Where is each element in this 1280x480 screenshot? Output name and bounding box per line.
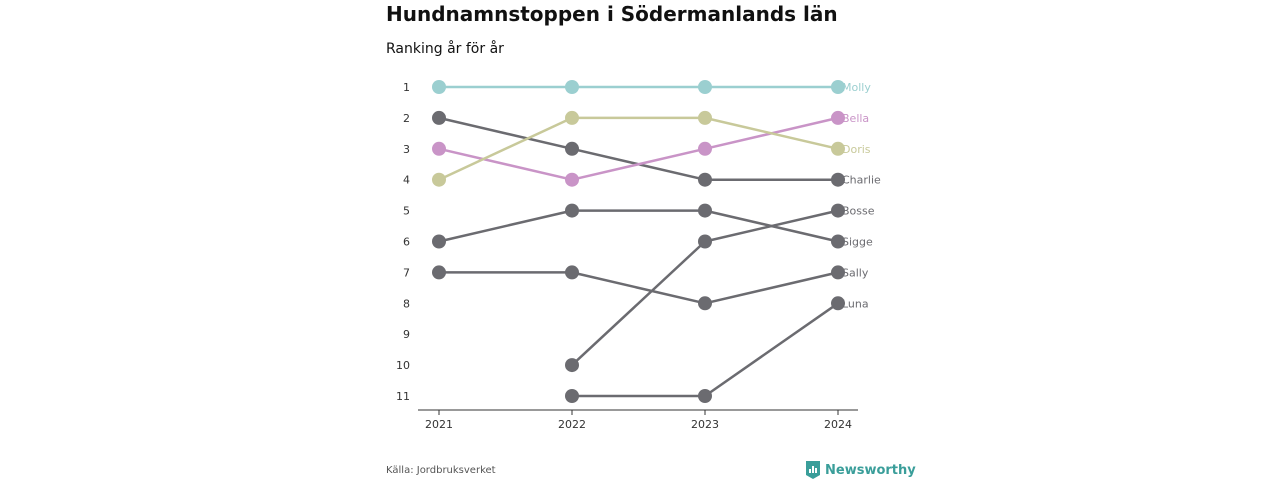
x-tick-label: 2024 — [824, 418, 852, 431]
point-bosse — [565, 358, 579, 373]
label-charlie: Charlie — [842, 174, 881, 187]
chart-title: Hundnamnstoppen i Södermanlands län — [386, 2, 838, 26]
point-doris — [565, 110, 579, 125]
source-note: Källa: Jordbruksverket — [386, 465, 496, 476]
point-bella — [432, 141, 446, 156]
x-tick-label: 2023 — [691, 418, 719, 431]
series-lines — [438, 85, 839, 398]
line-doris — [438, 116, 839, 181]
y-tick-label: 6 — [403, 236, 410, 249]
label-bella: Bella — [842, 112, 869, 125]
point-charlie — [831, 172, 845, 187]
x-tick-label: 2022 — [558, 418, 586, 431]
line-sally — [439, 271, 839, 305]
point-molly — [565, 80, 579, 94]
point-luna — [565, 389, 579, 403]
line-luna — [572, 302, 839, 398]
point-molly — [831, 80, 845, 94]
line-charlie — [438, 116, 838, 181]
x-axis: 2021 2022 2023 2024 — [418, 409, 858, 431]
point-bella — [565, 172, 579, 187]
point-charlie — [698, 172, 712, 187]
label-luna: Luna — [842, 297, 869, 310]
point-sigge — [831, 234, 845, 249]
y-tick-label: 8 — [403, 297, 410, 310]
point-bosse — [831, 203, 845, 218]
y-tick-label: 2 — [403, 112, 410, 125]
y-tick-label: 10 — [396, 359, 410, 372]
y-tick-label: 3 — [403, 143, 410, 156]
point-doris — [698, 110, 712, 125]
point-charlie — [432, 110, 446, 125]
point-sally — [565, 265, 579, 280]
y-tick-label: 1 — [403, 81, 410, 94]
label-bosse: Bosse — [842, 205, 875, 218]
point-sally — [831, 265, 845, 280]
point-molly — [432, 80, 446, 94]
point-bella — [698, 141, 712, 156]
label-molly: Molly — [842, 81, 871, 94]
newsworthy-logo-icon — [806, 461, 820, 479]
point-sigge — [698, 203, 712, 218]
point-charlie — [565, 141, 579, 156]
series-labels: Charlie Bosse Sigge Sally Luna Molly Bella Dori… — [842, 81, 881, 310]
label-sally: Sally — [842, 266, 869, 279]
series-points — [432, 80, 845, 403]
y-tick-label: 9 — [403, 328, 410, 341]
y-tick-label: 7 — [403, 266, 410, 279]
point-sally — [698, 296, 712, 311]
y-tick-label: 4 — [403, 174, 410, 187]
line-bella — [438, 116, 839, 181]
line-sigge — [438, 209, 839, 243]
brand-name: Newsworthy — [825, 462, 916, 478]
y-tick-label: 5 — [403, 205, 410, 218]
point-sigge — [432, 234, 446, 249]
y-axis: 1 2 3 4 5 6 7 8 9 10 11 — [396, 81, 410, 403]
point-bosse — [698, 234, 712, 249]
point-luna — [831, 296, 845, 311]
label-sigge: Sigge — [842, 236, 873, 249]
point-sally — [432, 265, 446, 280]
point-luna — [698, 389, 712, 403]
point-doris — [432, 172, 446, 187]
point-doris — [831, 141, 845, 156]
point-molly — [698, 80, 712, 94]
label-doris: Doris — [842, 143, 871, 156]
y-tick-label: 11 — [396, 390, 410, 403]
brand-logo: Newsworthy — [806, 461, 916, 479]
x-tick-label: 2021 — [425, 418, 453, 431]
line-bosse — [571, 209, 839, 367]
chart-subtitle: Ranking år för år — [386, 41, 504, 57]
point-sigge — [565, 203, 579, 218]
point-bella — [831, 110, 845, 125]
